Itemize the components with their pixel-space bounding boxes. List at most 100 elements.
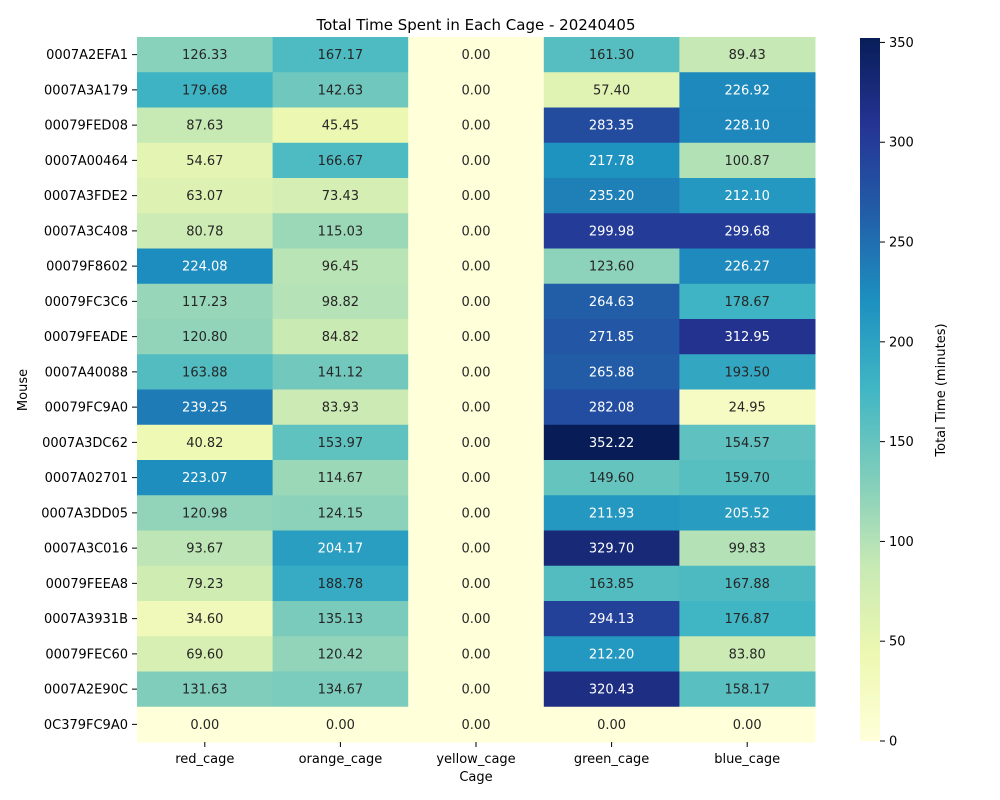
chart-title: Total Time Spent in Each Cage - 20240405 <box>315 16 635 34</box>
heatmap-cell <box>543 213 680 249</box>
heatmap-cell <box>408 319 545 355</box>
cell-value-label: 223.07 <box>182 471 228 486</box>
heatmap-cell <box>137 601 274 637</box>
heatmap-cell <box>543 636 680 672</box>
cell-value-label: 40.82 <box>186 436 223 451</box>
cell-value-label: 0.00 <box>462 330 491 345</box>
cell-value-label: 135.13 <box>318 612 364 627</box>
y-tick-label: 0007A3C016 <box>44 542 128 557</box>
cell-value-label: 178.67 <box>724 295 770 310</box>
colorbar-label: Total Time (minutes) <box>934 323 949 457</box>
y-tick-label: 0007A3931B <box>44 612 128 627</box>
cell-value-label: 115.03 <box>318 224 364 239</box>
cell-value-label: 226.92 <box>724 83 770 98</box>
y-tick-label: 0007A3DD05 <box>41 506 128 521</box>
cell-value-label: 153.97 <box>318 436 364 451</box>
cell-value-label: 217.78 <box>589 154 635 169</box>
cell-value-label: 0.00 <box>597 718 626 733</box>
x-tick-label: orange_cage <box>299 752 383 767</box>
cell-value-label: 120.80 <box>182 330 228 345</box>
heatmap-cell <box>543 178 680 214</box>
cell-value-label: 87.63 <box>186 119 223 134</box>
cell-value-label: 0.00 <box>462 577 491 592</box>
cell-value-label: 158.17 <box>724 683 770 698</box>
cell-value-label: 205.52 <box>724 506 770 521</box>
heatmap-cell <box>408 601 545 637</box>
x-tick-label: red_cage <box>175 752 234 767</box>
colorbar-ticks: 0 50 100 150 200 250 300 350 <box>880 36 914 750</box>
colorbar-tick-label: 250 <box>889 236 914 251</box>
cell-value-label: 294.13 <box>589 612 635 627</box>
cell-value-label: 211.93 <box>589 506 635 521</box>
heatmap-cell <box>137 706 274 743</box>
cell-value-label: 89.43 <box>729 48 766 63</box>
heatmap-cell <box>137 213 274 249</box>
heatmap-cell <box>272 213 409 249</box>
heatmap-cell <box>137 37 274 73</box>
y-axis-ticks: 0007A2EFA1 0007A3A179 00079FED08 0007A00464… <box>41 48 137 733</box>
cell-value-label: 0.00 <box>462 154 491 169</box>
heatmap-cell <box>137 178 274 214</box>
heatmap-cell <box>137 354 274 390</box>
heatmap-cell <box>137 107 274 144</box>
cell-value-label: 167.17 <box>318 48 364 63</box>
heatmap-cell <box>679 283 816 320</box>
heatmap-cell <box>408 37 545 73</box>
y-tick-label: 00079F8602 <box>46 260 128 275</box>
heatmap-cell <box>543 389 680 426</box>
cell-value-label: 204.17 <box>318 542 364 557</box>
cell-value-label: 117.23 <box>182 295 228 310</box>
cell-value-label: 34.60 <box>186 612 223 627</box>
heatmap-cell <box>408 424 545 461</box>
cell-value-label: 99.83 <box>729 542 766 557</box>
heatmap-cell <box>137 530 274 567</box>
heatmap-cell <box>679 460 816 496</box>
heatmap-cell <box>272 601 409 637</box>
heatmap-cell <box>137 636 274 672</box>
cell-value-label: 0.00 <box>190 718 219 733</box>
cell-value-label: 163.85 <box>589 577 635 592</box>
heatmap-cell <box>679 389 816 426</box>
heatmap-cell <box>679 530 816 567</box>
cell-value-label: 45.45 <box>322 119 359 134</box>
heatmap-cell <box>408 671 545 708</box>
colorbar-tick-label: 200 <box>889 335 914 350</box>
heatmap-cell <box>272 37 409 73</box>
y-tick-label: 0007A3FDE2 <box>44 189 128 204</box>
cell-value-label: 131.63 <box>182 683 228 698</box>
cell-value-label: 0.00 <box>462 612 491 627</box>
heatmap-cell <box>137 671 274 708</box>
heatmap-cell <box>679 72 816 108</box>
cell-value-label: 114.67 <box>318 471 364 486</box>
cell-value-label: 0.00 <box>326 718 355 733</box>
heatmap-cell <box>272 495 409 531</box>
y-tick-label: 0C379FC9A0 <box>44 718 128 733</box>
cell-value-label: 312.95 <box>724 330 770 345</box>
heatmap-cell <box>408 142 545 179</box>
heatmap-cell <box>543 283 680 320</box>
y-tick-label: 0007A00464 <box>45 154 128 169</box>
y-tick-label: 0007A40088 <box>45 365 128 380</box>
cell-value-label: 0.00 <box>462 224 491 239</box>
cell-value-label: 0.00 <box>462 83 491 98</box>
colorbar-tick-label: 50 <box>889 635 906 650</box>
heatmap-cell <box>679 495 816 531</box>
heatmap-cell <box>408 389 545 426</box>
cell-value-label: 0.00 <box>462 119 491 134</box>
heatmap-cell <box>272 706 409 743</box>
heatmap-cell <box>679 636 816 672</box>
cell-value-label: 141.12 <box>318 365 364 380</box>
cell-value-label: 0.00 <box>733 718 762 733</box>
y-tick-label: 0007A3DC62 <box>42 436 128 451</box>
heatmap-cell <box>408 107 545 144</box>
heatmap-cell <box>272 142 409 179</box>
heatmap-cell <box>543 460 680 496</box>
heatmap-cell <box>679 424 816 461</box>
cell-value-label: 84.82 <box>322 330 359 345</box>
cell-value-label: 167.88 <box>724 577 770 592</box>
y-tick-label: 00079FEADE <box>44 330 128 345</box>
cell-value-label: 24.95 <box>729 401 766 416</box>
colorbar-tick-label: 150 <box>889 435 914 450</box>
heatmap-cell <box>408 495 545 531</box>
cell-value-label: 212.20 <box>589 647 635 662</box>
